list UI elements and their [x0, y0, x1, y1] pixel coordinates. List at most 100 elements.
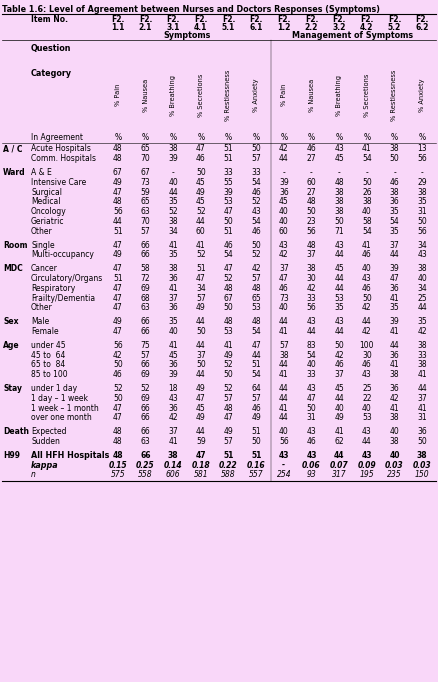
- Text: 35: 35: [390, 207, 399, 216]
- Text: 50: 50: [224, 370, 233, 379]
- Text: 67: 67: [141, 168, 150, 177]
- Text: 57: 57: [224, 437, 233, 446]
- Text: 45: 45: [334, 384, 344, 393]
- Text: F2.: F2.: [332, 14, 346, 23]
- Text: 49: 49: [224, 427, 233, 436]
- Text: Stay: Stay: [3, 384, 22, 393]
- Text: 36: 36: [168, 303, 178, 312]
- Text: 38: 38: [307, 264, 316, 273]
- Text: 56: 56: [113, 207, 123, 216]
- Text: 25: 25: [417, 293, 427, 303]
- Text: 47: 47: [113, 188, 123, 196]
- Text: 66: 66: [141, 317, 150, 326]
- Text: 6.2: 6.2: [416, 23, 429, 31]
- Text: 36: 36: [279, 188, 289, 196]
- Text: 31: 31: [417, 413, 427, 422]
- Text: 44: 44: [279, 413, 289, 422]
- Text: -: -: [365, 168, 368, 177]
- Text: 49: 49: [196, 413, 206, 422]
- Text: 3.1: 3.1: [166, 23, 180, 31]
- Text: 46: 46: [334, 360, 344, 370]
- Text: 34: 34: [168, 227, 178, 236]
- Text: 44: 44: [417, 303, 427, 312]
- Text: 40: 40: [362, 207, 372, 216]
- Text: % Secretions: % Secretions: [198, 73, 204, 117]
- Text: 34: 34: [196, 284, 206, 293]
- Text: 31: 31: [307, 413, 316, 422]
- Text: 22: 22: [362, 394, 371, 403]
- Text: 63: 63: [141, 207, 150, 216]
- Text: F2.: F2.: [194, 14, 208, 23]
- Text: 67: 67: [113, 168, 123, 177]
- Text: 0.14: 0.14: [164, 460, 183, 470]
- Text: 42: 42: [279, 250, 289, 259]
- Text: 39: 39: [390, 317, 399, 326]
- Text: %: %: [170, 132, 177, 141]
- Text: Symptoms: Symptoms: [163, 31, 211, 40]
- Text: 41: 41: [362, 241, 372, 250]
- Text: 46: 46: [224, 241, 233, 250]
- Text: 48: 48: [307, 241, 316, 250]
- Text: Comm. Hospitals: Comm. Hospitals: [31, 154, 96, 163]
- Text: 45: 45: [334, 154, 344, 163]
- Text: 47: 47: [251, 341, 261, 350]
- Text: 52: 52: [251, 197, 261, 207]
- Text: Respiratory: Respiratory: [31, 284, 75, 293]
- Text: 34: 34: [417, 241, 427, 250]
- Text: 38: 38: [168, 217, 178, 226]
- Text: 254: 254: [276, 471, 291, 479]
- Text: 41: 41: [168, 241, 178, 250]
- Text: A / C: A / C: [3, 145, 22, 153]
- Text: 41: 41: [390, 327, 399, 336]
- Text: 38: 38: [417, 360, 427, 370]
- Text: 46: 46: [307, 145, 316, 153]
- Text: 45: 45: [196, 197, 206, 207]
- Text: Item No.: Item No.: [31, 14, 68, 23]
- Text: Category: Category: [31, 68, 72, 78]
- Text: 43: 43: [362, 274, 372, 283]
- Text: 47: 47: [113, 284, 123, 293]
- Text: A & E: A & E: [31, 168, 52, 177]
- Text: 56: 56: [279, 437, 289, 446]
- Text: 36: 36: [390, 384, 399, 393]
- Text: MDC: MDC: [3, 264, 23, 273]
- Text: 39: 39: [168, 370, 178, 379]
- Text: %: %: [197, 132, 205, 141]
- Text: 36: 36: [417, 427, 427, 436]
- Text: F2.: F2.: [416, 14, 429, 23]
- Text: 52: 52: [196, 250, 206, 259]
- Text: 44: 44: [279, 154, 289, 163]
- Text: % Pain: % Pain: [115, 84, 121, 106]
- Text: Frailty/Dementia: Frailty/Dementia: [31, 293, 95, 303]
- Text: 0.09: 0.09: [357, 460, 376, 470]
- Text: 44: 44: [196, 370, 206, 379]
- Text: Room: Room: [3, 241, 28, 250]
- Text: 38: 38: [362, 197, 372, 207]
- Text: 54: 54: [362, 227, 372, 236]
- Text: 52: 52: [113, 384, 123, 393]
- Text: 26: 26: [362, 188, 372, 196]
- Text: 52: 52: [224, 274, 233, 283]
- Text: -: -: [282, 460, 286, 470]
- Text: 50: 50: [251, 145, 261, 153]
- Text: % Anxiety: % Anxiety: [253, 78, 259, 112]
- Text: 51: 51: [223, 451, 234, 460]
- Text: 44: 44: [168, 188, 178, 196]
- Text: 66: 66: [141, 404, 150, 413]
- Text: 75: 75: [141, 341, 150, 350]
- Text: 33: 33: [251, 168, 261, 177]
- Text: 30: 30: [307, 274, 316, 283]
- Text: 48: 48: [251, 284, 261, 293]
- Text: 50: 50: [196, 327, 206, 336]
- Text: 47: 47: [224, 207, 233, 216]
- Text: F2.: F2.: [277, 14, 290, 23]
- Text: over one month: over one month: [31, 413, 92, 422]
- Text: Age: Age: [3, 341, 20, 350]
- Text: 100: 100: [360, 341, 374, 350]
- Text: 38: 38: [417, 451, 427, 460]
- Text: 42: 42: [334, 351, 344, 359]
- Text: 44: 44: [279, 384, 289, 393]
- Text: 38: 38: [390, 413, 399, 422]
- Text: 36: 36: [390, 351, 399, 359]
- Text: 49: 49: [113, 250, 123, 259]
